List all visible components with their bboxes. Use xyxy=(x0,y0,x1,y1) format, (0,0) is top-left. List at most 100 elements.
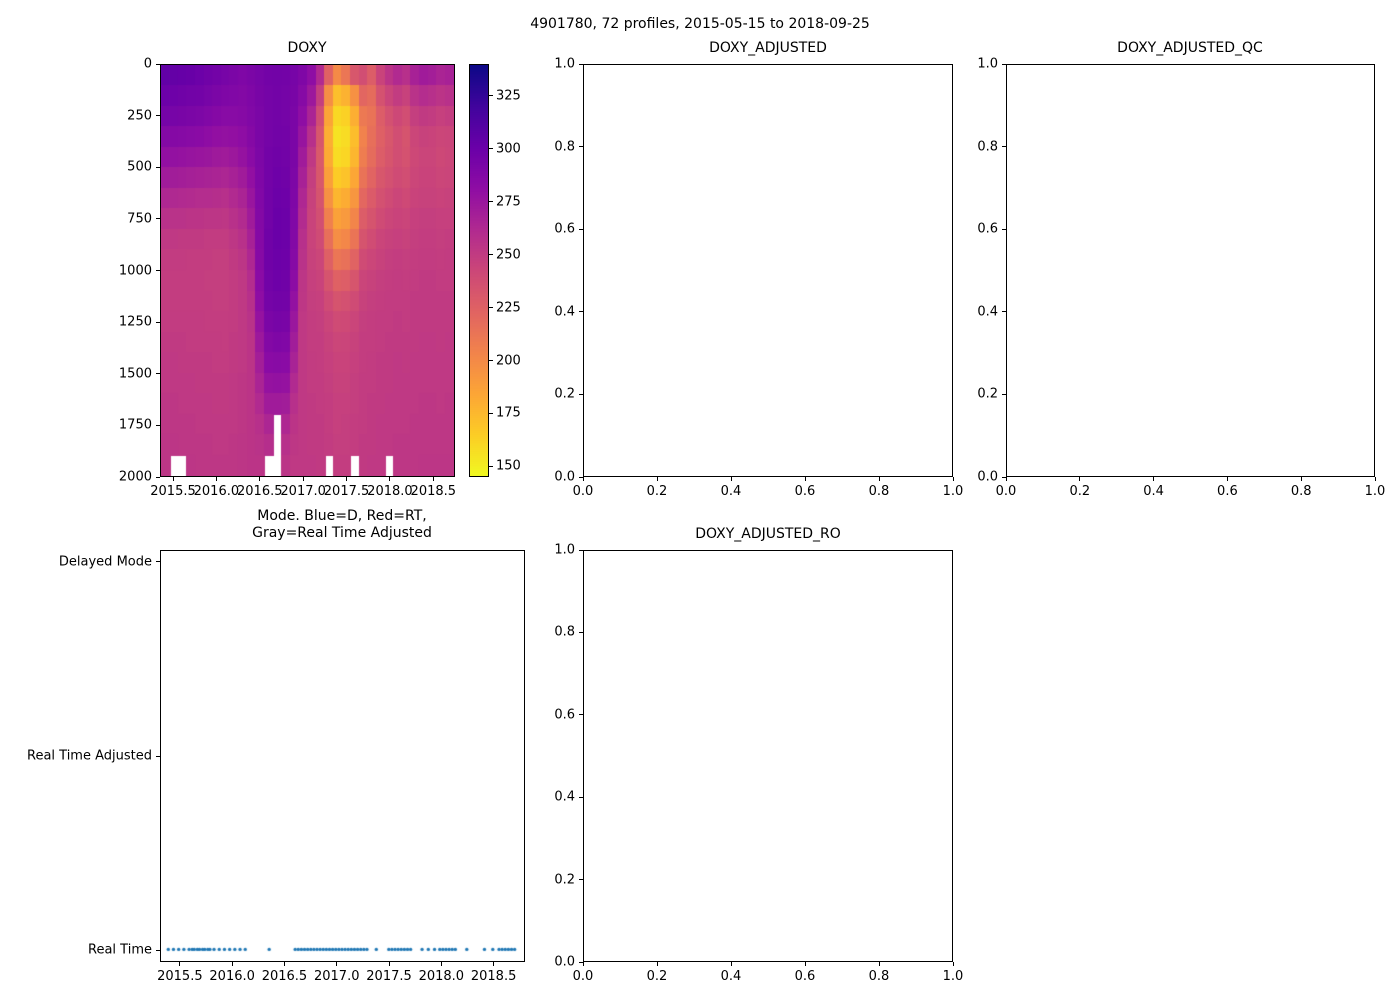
x-tick-label: 2016.0 xyxy=(209,969,255,984)
x-tick-label: 0.6 xyxy=(1217,484,1238,499)
y-tick-label: 1.0 xyxy=(977,56,998,72)
cbar-tick-label: 225 xyxy=(496,300,521,316)
x-tick xyxy=(1374,477,1376,481)
y-tick xyxy=(579,228,583,230)
y-tick xyxy=(579,146,583,148)
y-tick-label: 0.8 xyxy=(977,139,998,155)
x-tick xyxy=(656,477,658,481)
doxy-heatmap-axes xyxy=(160,64,455,477)
x-tick-label: 0.6 xyxy=(794,484,816,499)
y-tick-label: 0.4 xyxy=(554,789,575,805)
x-tick xyxy=(656,962,658,966)
doxy-colorbar xyxy=(469,64,489,477)
cbar-tick-label: 300 xyxy=(496,141,521,157)
y-tick-label: 0.6 xyxy=(977,221,998,237)
x-tick-label: 2017.5 xyxy=(366,969,412,984)
y-tick-label: 1000 xyxy=(118,263,152,278)
x-tick-label: 0.8 xyxy=(1290,484,1312,499)
x-tick-label: 0.6 xyxy=(794,969,816,984)
cbar-tick-label: 325 xyxy=(496,88,521,104)
y-tick-label: Real Time xyxy=(88,942,152,958)
x-tick-label: 0.2 xyxy=(646,484,668,499)
x-tick xyxy=(582,962,584,966)
x-tick-label: 2017.0 xyxy=(313,969,360,984)
x-tick-label: 2018.0 xyxy=(418,969,465,984)
x-tick xyxy=(804,962,806,966)
y-tick-label: 0.0 xyxy=(554,954,575,970)
y-tick-label: 750 xyxy=(127,211,152,227)
cbar-tick-label: 275 xyxy=(496,194,521,210)
x-tick xyxy=(389,477,391,481)
y-tick xyxy=(579,311,583,313)
y-tick xyxy=(1002,146,1006,148)
y-tick xyxy=(156,218,160,220)
x-tick-label: 2016.0 xyxy=(193,484,240,499)
y-tick xyxy=(579,879,583,881)
x-tick-label: 2016.5 xyxy=(237,484,283,499)
cbar-tick-label: 250 xyxy=(496,247,521,263)
cbar-tick-label: 150 xyxy=(496,458,521,474)
x-tick xyxy=(1153,477,1155,481)
cbar-tick-label: 175 xyxy=(496,405,521,421)
x-tick xyxy=(179,962,181,966)
cbar-tick xyxy=(489,465,493,467)
y-tick xyxy=(579,631,583,633)
x-tick-label: 0.4 xyxy=(720,484,742,499)
x-tick-label: 0.4 xyxy=(720,969,742,984)
y-tick-label: 250 xyxy=(127,108,152,124)
x-tick-label: 2017.5 xyxy=(323,484,370,499)
x-tick xyxy=(730,477,732,481)
doxy-adjusted-title: DOXY_ADJUSTED xyxy=(709,40,827,56)
x-tick-label: 2015.5 xyxy=(157,969,203,984)
y-tick-label: 0.0 xyxy=(977,469,998,485)
cbar-tick xyxy=(489,201,493,203)
y-tick-label: 1250 xyxy=(118,314,152,330)
x-tick xyxy=(346,477,348,481)
x-tick-label: 2016.5 xyxy=(261,969,308,984)
x-tick xyxy=(582,477,584,481)
x-tick-label: 0.8 xyxy=(868,969,890,984)
x-tick-label: 2018.5 xyxy=(470,969,517,984)
y-tick-label: 1750 xyxy=(118,417,152,433)
cbar-tick xyxy=(489,307,493,309)
x-tick xyxy=(1300,477,1302,481)
x-tick xyxy=(259,477,261,481)
y-tick xyxy=(156,949,160,951)
y-tick xyxy=(579,476,583,478)
cbar-tick xyxy=(489,254,493,256)
doxy-colorbar-canvas xyxy=(470,65,488,476)
y-tick xyxy=(579,961,583,963)
y-tick-label: 1.0 xyxy=(554,542,575,558)
mode-scatter-axes xyxy=(160,550,525,962)
x-tick xyxy=(493,962,495,966)
x-tick xyxy=(878,477,880,481)
mode-scatter-canvas xyxy=(161,551,524,961)
x-tick xyxy=(302,477,304,481)
cbar-tick xyxy=(489,95,493,97)
x-tick xyxy=(1005,477,1007,481)
y-tick xyxy=(579,63,583,65)
x-tick xyxy=(952,962,954,966)
y-tick xyxy=(579,796,583,798)
y-tick-label: 1.0 xyxy=(554,56,575,72)
x-tick xyxy=(432,477,434,481)
y-tick-label: 0.6 xyxy=(554,707,575,723)
y-tick xyxy=(156,424,160,426)
x-tick xyxy=(1226,477,1228,481)
x-tick xyxy=(440,962,442,966)
x-tick xyxy=(172,477,174,481)
y-tick xyxy=(156,63,160,65)
x-tick-label: 0.0 xyxy=(995,484,1017,499)
x-tick-label: 2018.5 xyxy=(410,484,457,499)
x-tick xyxy=(1079,477,1081,481)
y-tick xyxy=(1002,393,1006,395)
x-tick-label: 2018.0 xyxy=(367,484,413,499)
y-tick xyxy=(579,549,583,551)
x-tick xyxy=(952,477,954,481)
x-tick-label: 0.2 xyxy=(1069,484,1091,499)
x-tick-label: 0.4 xyxy=(1143,484,1164,499)
y-tick-label: 0.2 xyxy=(554,386,575,402)
x-tick-label: 0.0 xyxy=(572,969,594,984)
cbar-tick xyxy=(489,412,493,414)
x-tick xyxy=(215,477,217,481)
